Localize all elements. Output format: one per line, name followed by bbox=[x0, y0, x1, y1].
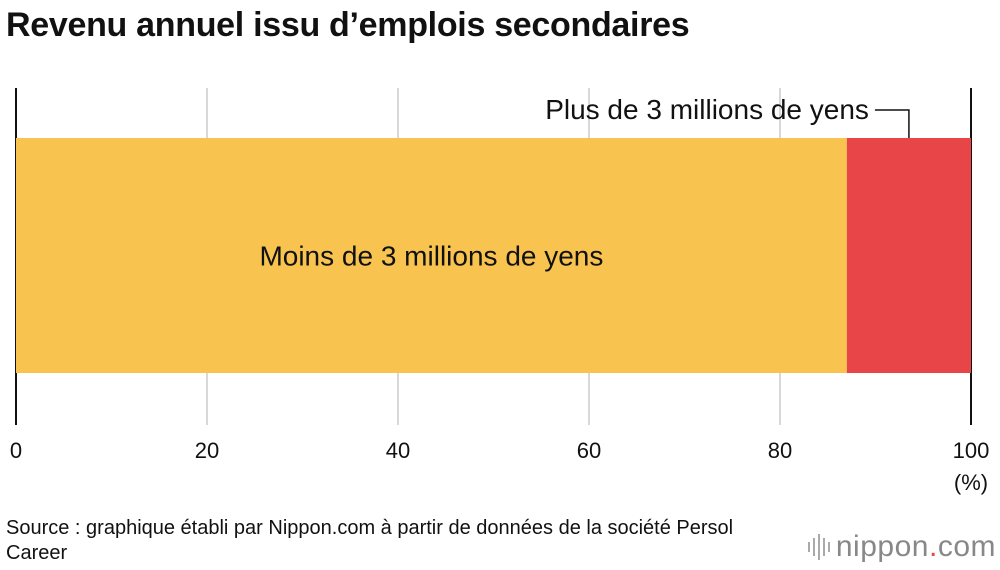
logo-text: nippon.com bbox=[835, 530, 996, 563]
x-tick-label: 100 bbox=[953, 438, 990, 463]
x-tick-label: 60 bbox=[577, 438, 601, 463]
x-tick-label: 80 bbox=[768, 438, 792, 463]
segment-callout-label: Plus de 3 millions de yens bbox=[545, 94, 869, 125]
segment-label: Moins de 3 millions de yens bbox=[259, 241, 603, 272]
source-note: Source : graphique établi par Nippon.com… bbox=[6, 517, 734, 564]
chart: 0 20 40 60 80 100 (%) Moins de 3 millions de y… bbox=[10, 88, 989, 495]
bar-segment bbox=[16, 138, 847, 373]
x-tick-label: 40 bbox=[386, 438, 410, 463]
x-unit-label: (%) bbox=[954, 470, 988, 495]
nippon-logo: nippon.com bbox=[807, 530, 996, 564]
x-tick-label: 0 bbox=[10, 438, 22, 463]
segment-labels: Moins de 3 millions de yens Plus de 3 mil… bbox=[259, 94, 910, 272]
bars bbox=[16, 138, 971, 373]
logo-mark-icon bbox=[807, 534, 830, 560]
callout-leader-line bbox=[874, 109, 910, 138]
chart-title: Revenu annuel issu d’emplois secondaires bbox=[6, 6, 690, 44]
bar-segment bbox=[846, 138, 971, 373]
x-tick-label: 20 bbox=[195, 438, 219, 463]
x-axis: 0 20 40 60 80 100 (%) bbox=[10, 438, 989, 495]
